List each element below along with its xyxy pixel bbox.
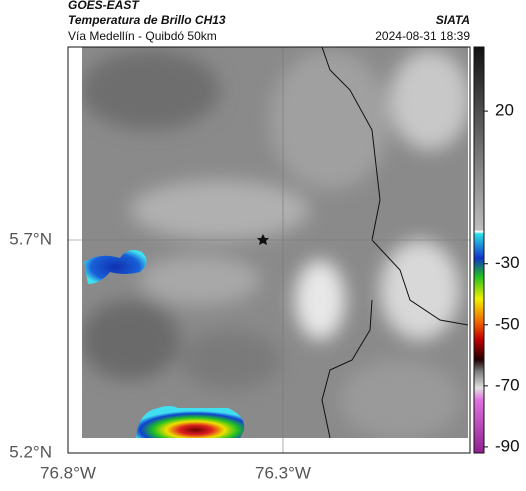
colorbar-tick-label: -30 (495, 253, 520, 272)
x-tick-label: 76.8°W (40, 463, 96, 482)
region: Vía Medellín - Quibdó 50km (68, 29, 217, 43)
satellite: GOES-EAST (68, 0, 140, 12)
map-frame (67, 46, 471, 454)
colorbar-tick-label: -70 (495, 375, 520, 394)
x-tick-label: 76.3°W (255, 463, 311, 482)
colorbar (473, 46, 485, 454)
y-tick-label: 5.2°N (9, 442, 52, 461)
location-star (257, 234, 269, 245)
header: GOES-EAST Temperatura de Brillo CH13 Vía… (68, 0, 470, 43)
colorbar-tick-label: -90 (495, 436, 520, 455)
source: SIATA (436, 13, 470, 27)
colorbar-tick-label: -50 (495, 314, 520, 333)
satellite-image (82, 47, 468, 438)
colorbar-tick-label: 20 (495, 101, 514, 120)
y-tick-label: 5.7°N (9, 229, 52, 248)
product: Temperatura de Brillo CH13 (68, 13, 226, 27)
datetime: 2024-08-31 18:39 (375, 29, 470, 43)
axes: 76.8°W 76.3°W 5.7°N 5.2°N 20 -30 -50 -70 -90 (9, 101, 519, 483)
